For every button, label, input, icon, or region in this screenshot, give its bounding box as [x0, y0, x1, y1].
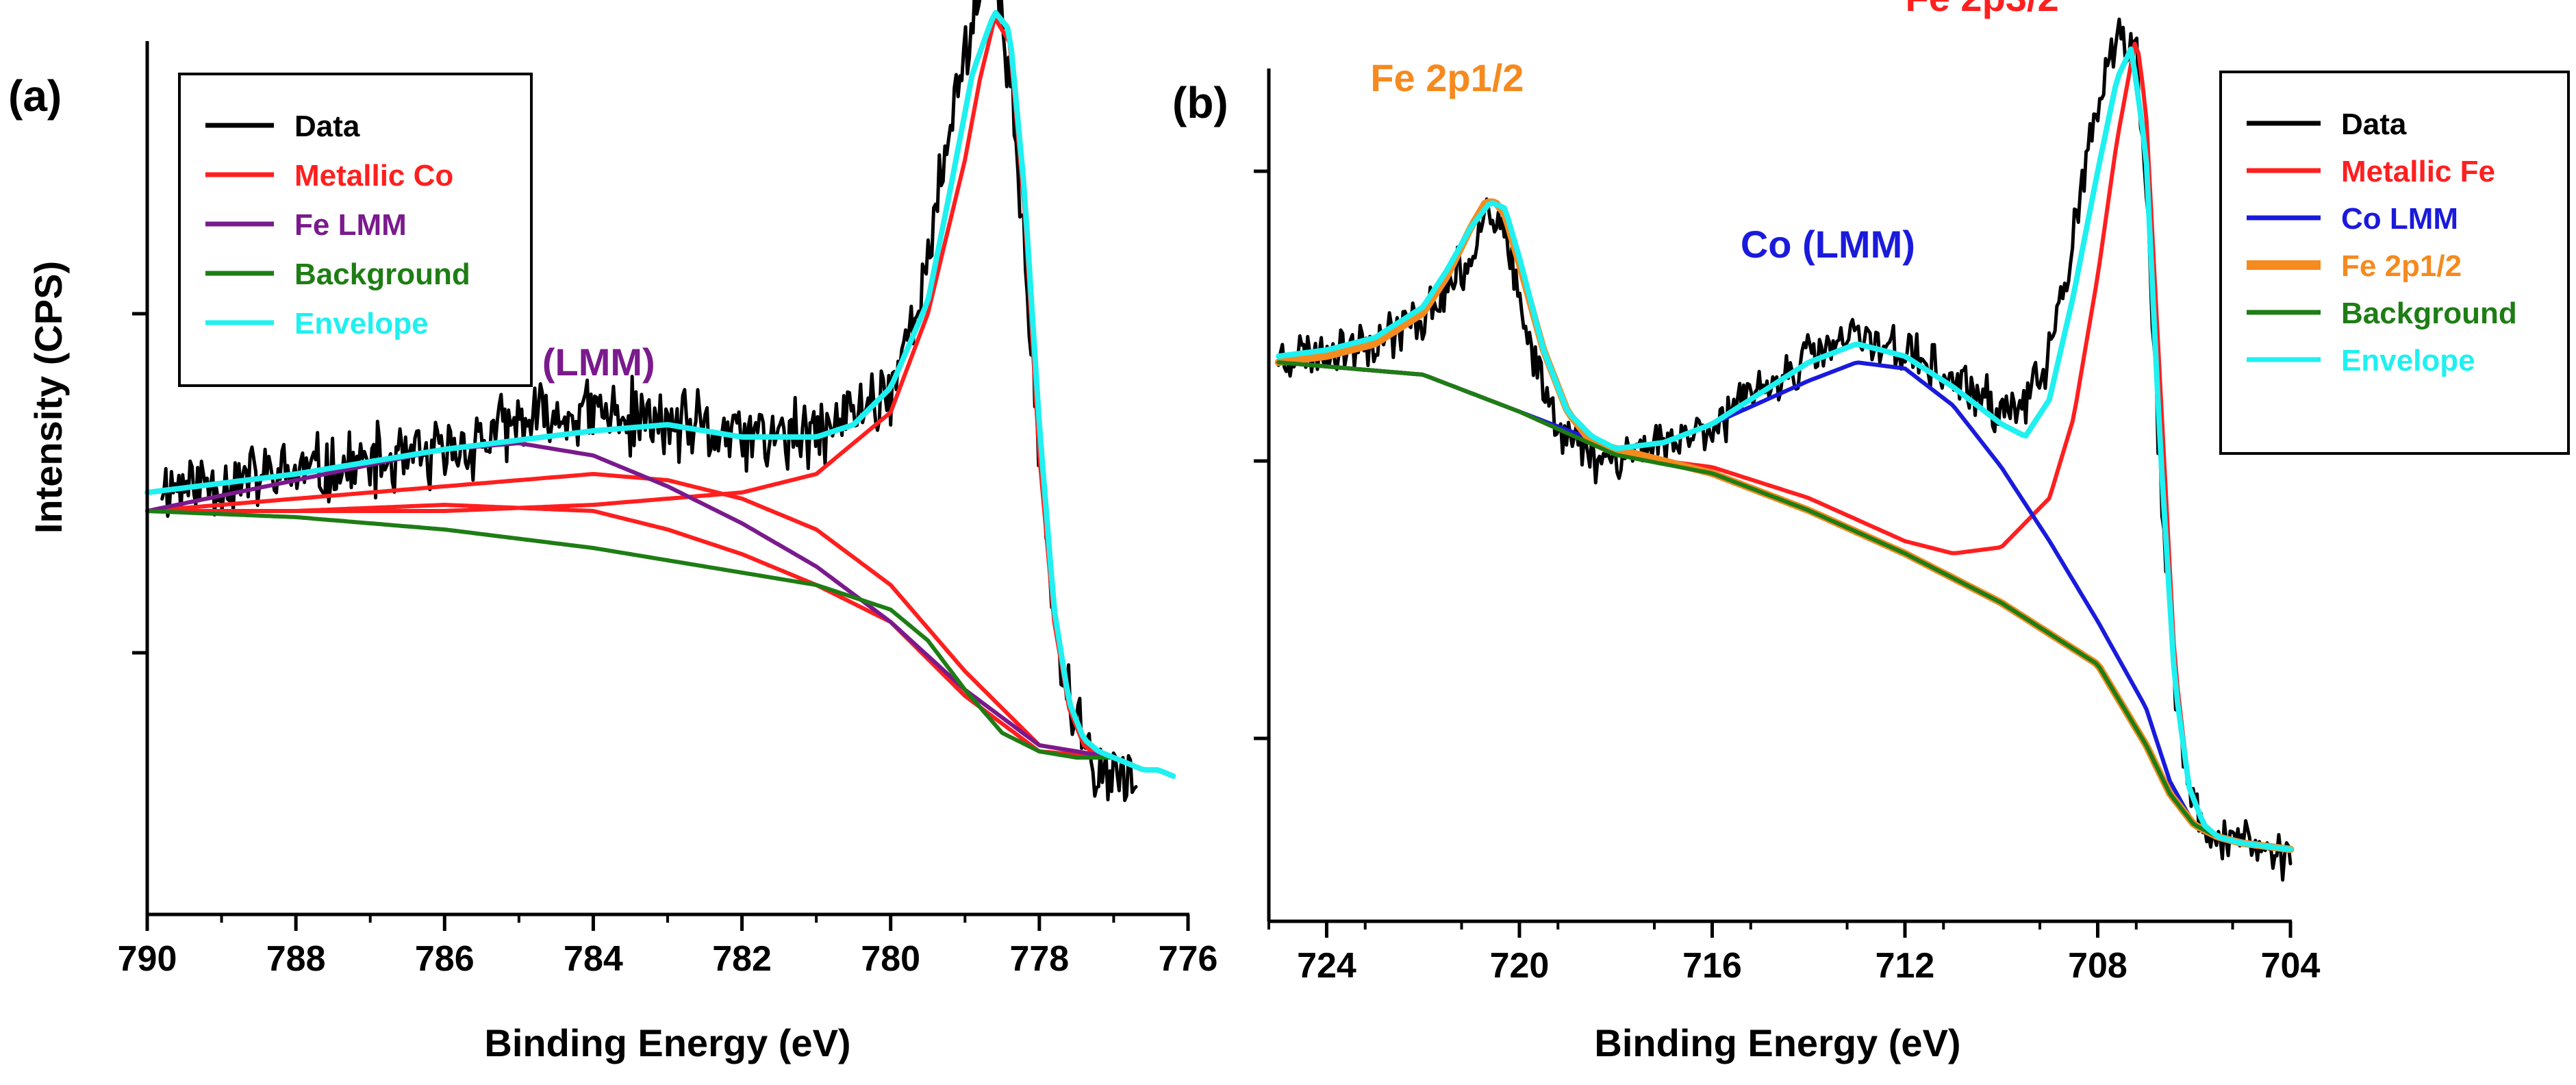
series-data: [160, 0, 1138, 802]
legend-label: Co LMM: [2341, 202, 2458, 236]
panel-a-series: [144, 0, 1176, 802]
legend-label: Fe LMM: [294, 208, 407, 242]
panel-b-axes: [1267, 68, 2292, 923]
legend-label: Fe 2p1/2: [2341, 249, 2462, 283]
x-tick-label: 720: [1490, 946, 1550, 986]
x-tick-label: 778: [1009, 939, 1069, 979]
panel-b-label: (b): [1172, 78, 1228, 127]
y-axis-label: Intensity (CPS): [27, 261, 70, 534]
panel-a-axes: [145, 41, 1189, 916]
series-envelope: [144, 10, 1176, 779]
series-metallic-co-component-3: [145, 472, 1116, 760]
annotation-fe-2p3-2: Fe 2p3/2: [1906, 0, 2059, 19]
annotation-fe-2p1-2: Fe 2p1/2: [1370, 56, 1524, 99]
panel-a-chart: 790 788 786 784 782 780 778 776 Binding Energy …: [118, 0, 1218, 1064]
x-tick-label: 786: [415, 939, 475, 979]
panel-a-ticks: 790 788 786 784 782 780 778 776: [118, 312, 1218, 979]
x-tick-label: 780: [861, 939, 920, 979]
x-tick-label: 724: [1297, 946, 1356, 986]
legend-label: Metallic Fe: [2341, 155, 2495, 188]
x-tick-label: 716: [1682, 946, 1742, 986]
legend-label: Background: [2341, 297, 2517, 330]
panel-b-series: [1274, 17, 2295, 882]
panel-b-annotations: Fe 2p3/2 Fe 2p1/2 Co (LMM): [1370, 0, 2058, 266]
panel-a-x-axis-label: Binding Energy (eV): [484, 1021, 850, 1064]
x-tick-label: 782: [712, 939, 772, 979]
series-metallic-co-component-2: [145, 503, 1116, 760]
x-tick-label: 790: [118, 939, 177, 979]
series-fe-lmm: [145, 441, 1116, 760]
legend-label: Data: [294, 110, 360, 143]
panel-b-chart: 724 720 716 712 708 704 Binding Energy (eV) F…: [1254, 0, 2570, 1064]
x-tick-label: 712: [1876, 946, 1935, 986]
x-tick-label: 708: [2068, 946, 2127, 986]
legend-label: Metallic Co: [294, 159, 453, 192]
panel-b-ticks: 724 720 716 712 708 704: [1254, 169, 2321, 986]
panel-a-legend: Data Metallic Co Fe LMM Background Envelope: [178, 73, 533, 387]
legend-label: Data: [2341, 108, 2407, 141]
panel-b-legend: Data Metallic Fe Co LMM Fe 2p1/2 Background E…: [2219, 71, 2570, 455]
series-background: [1276, 360, 2293, 851]
series-co-lmm: [1276, 360, 2293, 851]
annotation-co-lmm: Co (LMM): [1741, 223, 1915, 266]
x-tick-label: 788: [266, 939, 326, 979]
panel-a-label: (a): [8, 71, 62, 121]
series-envelope: [1276, 46, 2293, 852]
series-background: [145, 509, 1116, 760]
legend-label: Background: [294, 258, 470, 291]
x-tick-label: 784: [564, 939, 623, 979]
x-tick-label: 704: [2261, 946, 2321, 986]
legend-label: Envelope: [2341, 344, 2475, 377]
panel-b-x-axis-label: Binding Energy (eV): [1594, 1021, 1960, 1064]
legend-label: Envelope: [294, 307, 429, 340]
x-tick-label: 776: [1159, 939, 1218, 979]
series-data: [1276, 17, 2293, 882]
